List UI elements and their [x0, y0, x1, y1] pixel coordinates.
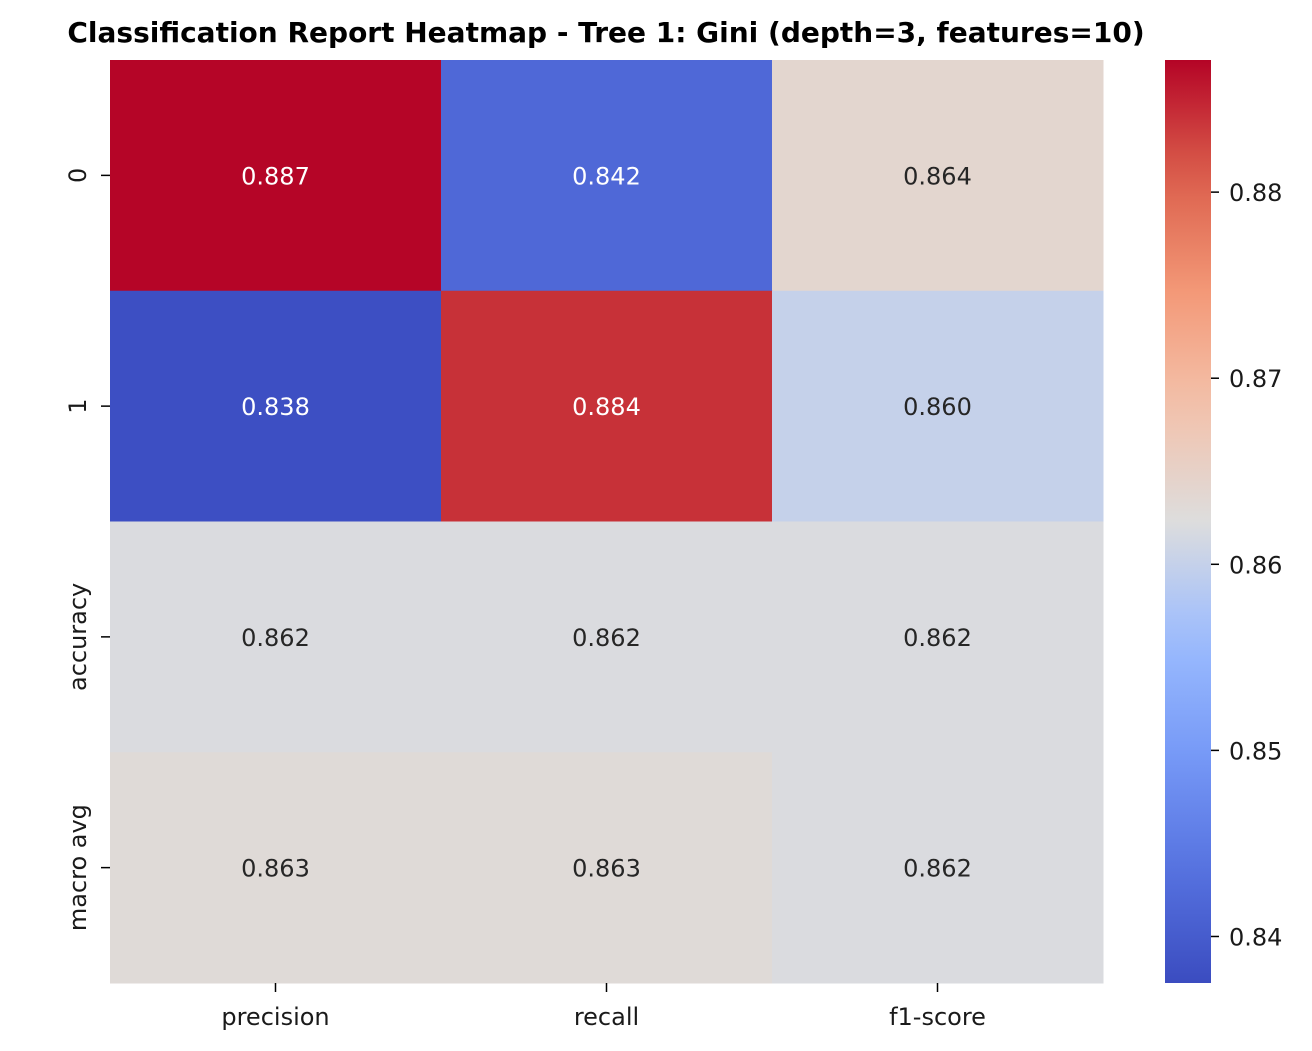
- cell-value-label: 0.860: [903, 393, 972, 421]
- y-axis: 0 1 accuracy macro avg: [64, 168, 110, 931]
- heatmap-cell: [110, 521, 442, 753]
- cell-value-label: 0.864: [903, 162, 972, 190]
- x-axis: precision recall f1-score: [221, 983, 986, 1031]
- colorbar-tick-label: 0.86: [1229, 551, 1282, 579]
- heatmap-cell: [110, 752, 442, 984]
- colorbar-tick-label: 0.85: [1229, 737, 1282, 765]
- y-tick-label: 0: [64, 168, 92, 183]
- colorbar-tick-label: 0.87: [1229, 365, 1282, 393]
- y-tick-label: macro avg: [64, 804, 92, 931]
- heatmap-cell: [772, 752, 1104, 984]
- heatmap-cells: [110, 60, 1104, 984]
- heatmap-cell: [441, 60, 773, 292]
- heatmap-cell: [441, 521, 773, 753]
- y-tick-label: accuracy: [64, 583, 92, 691]
- cell-value-label: 0.862: [241, 624, 310, 652]
- heatmap-cell: [772, 290, 1104, 522]
- cell-value-label: 0.862: [572, 624, 641, 652]
- cell-value-label: 0.842: [572, 162, 641, 190]
- x-tick-label: f1-score: [889, 1003, 986, 1031]
- heatmap-cell: [110, 290, 442, 522]
- y-tick-label: 1: [64, 398, 92, 413]
- chart-title: Classification Report Heatmap - Tree 1: …: [67, 16, 1144, 49]
- heatmap-cell: [772, 60, 1104, 292]
- cell-value-label: 0.884: [572, 393, 641, 421]
- cell-value-label: 0.863: [241, 855, 310, 883]
- heatmap-cell-labels: 0.887 0.842 0.864 0.838 0.884 0.860 0.862 0.862…: [241, 162, 972, 882]
- colorbar-gradient: [1165, 60, 1211, 983]
- heatmap-cell: [441, 290, 773, 522]
- colorbar: 0.84 0.85 0.86 0.87 0.88: [1165, 60, 1282, 983]
- heatmap-cell: [772, 521, 1104, 753]
- colorbar-tick-label: 0.84: [1229, 923, 1282, 951]
- cell-value-label: 0.862: [903, 624, 972, 652]
- cell-value-label: 0.838: [241, 393, 310, 421]
- heatmap-cell: [110, 60, 442, 292]
- x-tick-label: recall: [574, 1003, 639, 1031]
- cell-value-label: 0.887: [241, 162, 310, 190]
- colorbar-tick-label: 0.88: [1229, 179, 1282, 207]
- cell-value-label: 0.862: [903, 855, 972, 883]
- heatmap-cell: [441, 752, 773, 984]
- x-tick-label: precision: [221, 1003, 329, 1031]
- cell-value-label: 0.863: [572, 855, 641, 883]
